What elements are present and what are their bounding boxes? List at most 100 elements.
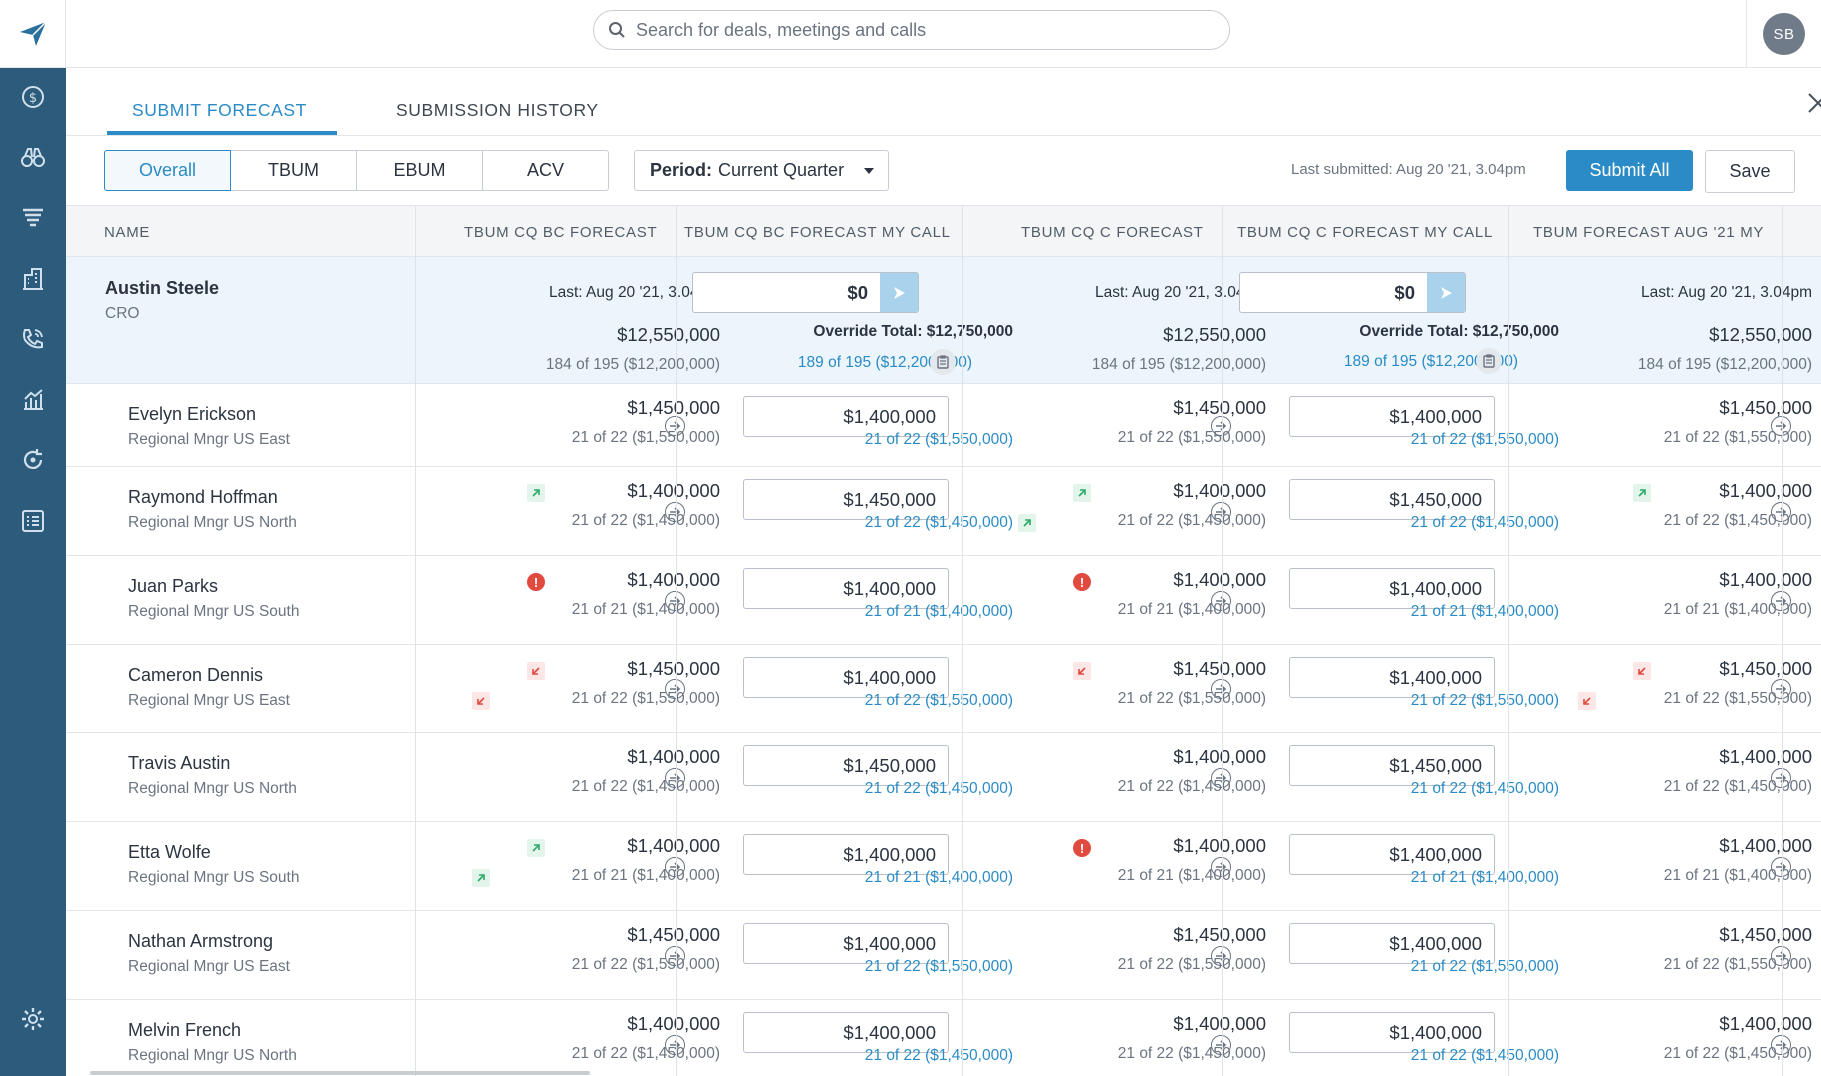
dollar-icon[interactable]: $ (16, 80, 50, 114)
arrow-right-icon[interactable] (1211, 679, 1231, 699)
mycall-input[interactable]: $1,400,000 (1289, 923, 1495, 964)
horizontal-scrollbar[interactable] (90, 1071, 590, 1075)
mycall-input[interactable]: $1,400,000 (1289, 834, 1495, 875)
arrow-right-icon[interactable] (665, 857, 685, 877)
mycall-count-link[interactable]: 21 of 22 ($1,450,000) (864, 1047, 1013, 1064)
period-dropdown[interactable]: Period: Current Quarter (634, 150, 889, 191)
clipboard-icon[interactable] (930, 349, 956, 375)
arrow-right-icon[interactable] (1211, 857, 1231, 877)
arrow-right-icon[interactable] (1771, 502, 1791, 522)
forecast-amount: $1,400,000 (627, 835, 720, 856)
segment-tbum[interactable]: TBUM (230, 150, 357, 191)
forecast-amount: $1,400,000 (1719, 835, 1812, 856)
arrow-right-icon[interactable] (1211, 768, 1231, 788)
mycall-input[interactable]: $0 (692, 272, 919, 313)
mycall-input[interactable]: $1,400,000 (743, 923, 949, 964)
arrow-right-icon[interactable] (1771, 857, 1791, 877)
mycall-count-link[interactable]: 21 of 22 ($1,450,000) (1410, 1047, 1559, 1064)
segment-ebum[interactable]: EBUM (356, 150, 483, 191)
arrow-right-icon[interactable] (665, 1035, 685, 1055)
arrow-right-icon[interactable] (1211, 416, 1231, 436)
mycall-count-link[interactable]: 21 of 22 ($1,550,000) (864, 692, 1013, 709)
mycall-count-link[interactable]: 21 of 22 ($1,450,000) (864, 514, 1013, 531)
arrow-right-icon[interactable] (665, 946, 685, 966)
mycall-input[interactable]: $1,450,000 (743, 745, 949, 786)
mycall-count-link[interactable]: 21 of 21 ($1,400,000) (1410, 603, 1559, 620)
mycall-input[interactable]: $1,400,000 (743, 1012, 949, 1053)
forecast-table: NAME TBUM CQ BC FORECAST TBUM CQ BC FORE… (66, 205, 1821, 1076)
arrow-right-icon[interactable] (1771, 946, 1791, 966)
arrow-right-icon[interactable] (1771, 591, 1791, 611)
last-submitted: Last: Aug 20 '21, 3.04pm (1641, 284, 1812, 301)
list-icon[interactable] (16, 504, 50, 538)
mycall-count-link[interactable]: 21 of 22 ($1,450,000) (1410, 514, 1559, 531)
arrow-right-icon[interactable] (665, 416, 685, 436)
mycall-count-link[interactable]: 21 of 21 ($1,400,000) (1410, 869, 1559, 886)
mycall-input[interactable]: $1,450,000 (1289, 479, 1495, 520)
search-input[interactable] (636, 19, 1196, 41)
tab-submit-forecast[interactable]: SUBMIT FORECAST (132, 100, 307, 120)
mycall-input[interactable]: $1,400,000 (1289, 568, 1495, 609)
mycall-count-link[interactable]: 21 of 22 ($1,550,000) (1410, 692, 1559, 709)
funnel-icon[interactable] (16, 201, 50, 235)
trend-down-icon (1633, 662, 1651, 680)
arrow-right-icon[interactable] (665, 768, 685, 788)
mycall-input[interactable]: $0 (1239, 272, 1466, 313)
avatar[interactable]: SB (1763, 13, 1805, 55)
arrow-right-icon[interactable] (1211, 591, 1231, 611)
mycall-input[interactable]: $1,400,000 (743, 568, 949, 609)
mycall-count-link[interactable]: 21 of 22 ($1,550,000) (864, 431, 1013, 448)
app-logo[interactable] (0, 0, 66, 68)
column-divider (962, 205, 963, 1076)
search-box[interactable] (593, 10, 1230, 50)
tab-submission-history[interactable]: SUBMISSION HISTORY (396, 100, 599, 120)
refresh-icon[interactable] (16, 443, 50, 477)
mycall-input[interactable]: $1,450,000 (743, 479, 949, 520)
segment-overall[interactable]: Overall (104, 150, 231, 191)
trend-up-icon (472, 869, 490, 887)
mycall-count-link[interactable]: 21 of 21 ($1,400,000) (864, 869, 1013, 886)
mycall-count-link[interactable]: 21 of 21 ($1,400,000) (864, 603, 1013, 620)
mycall-input[interactable]: $1,400,000 (1289, 396, 1495, 437)
mycall-count-link[interactable]: 189 of 195 ($12,200,000) (797, 354, 972, 371)
mycall-count-link[interactable]: 21 of 22 ($1,550,000) (1410, 431, 1559, 448)
mycall-count-link[interactable]: 21 of 22 ($1,450,000) (864, 780, 1013, 797)
settings-icon[interactable] (16, 1002, 50, 1036)
clipboard-icon[interactable] (1476, 348, 1502, 374)
mycall-count-link[interactable]: 21 of 22 ($1,550,000) (864, 958, 1013, 975)
binoculars-icon[interactable] (16, 141, 50, 175)
last-submitted: Last: Aug 20 '21, 3.04pm (1095, 284, 1266, 301)
segment-acv[interactable]: ACV (482, 150, 609, 191)
mycall-input[interactable]: $1,400,000 (1289, 1012, 1495, 1053)
mycall-input[interactable]: $1,400,000 (1289, 657, 1495, 698)
mycall-count-link[interactable]: 21 of 22 ($1,450,000) (1410, 780, 1559, 797)
arrow-right-icon[interactable] (1211, 946, 1231, 966)
mycall-input[interactable]: $1,400,000 (743, 834, 949, 875)
building-icon[interactable] (16, 262, 50, 296)
arrow-right-icon[interactable] (1771, 768, 1791, 788)
analytics-icon[interactable] (16, 383, 50, 417)
arrow-right-icon[interactable] (1771, 679, 1791, 699)
submit-arrow-button[interactable] (1427, 273, 1465, 312)
phone-icon[interactable] (16, 322, 50, 356)
submit-arrow-button[interactable] (880, 273, 918, 312)
table-row: Etta Wolfe Regional Mngr US South $1,400… (66, 822, 1821, 911)
trend-up-icon (527, 484, 545, 502)
mycall-count-link[interactable]: 189 of 195 ($12,200,000) (1343, 353, 1518, 370)
mycall-input[interactable]: $1,400,000 (743, 657, 949, 698)
mycall-value: $1,450,000 (843, 754, 936, 776)
arrow-right-icon[interactable] (665, 502, 685, 522)
mycall-count-link[interactable]: 21 of 22 ($1,550,000) (1410, 958, 1559, 975)
arrow-right-icon[interactable] (665, 591, 685, 611)
submit-all-button[interactable]: Submit All (1566, 150, 1693, 191)
mycall-input[interactable]: $1,450,000 (1289, 745, 1495, 786)
forecast-amount: $1,450,000 (627, 658, 720, 679)
arrow-right-icon[interactable] (665, 679, 685, 699)
mycall-input[interactable]: $1,400,000 (743, 396, 949, 437)
arrow-right-icon[interactable] (1211, 1035, 1231, 1055)
arrow-right-icon[interactable] (1211, 502, 1231, 522)
arrow-right-icon[interactable] (1771, 1035, 1791, 1055)
save-button[interactable]: Save (1705, 150, 1795, 193)
close-button[interactable] (1801, 86, 1821, 120)
arrow-right-icon[interactable] (1771, 416, 1791, 436)
